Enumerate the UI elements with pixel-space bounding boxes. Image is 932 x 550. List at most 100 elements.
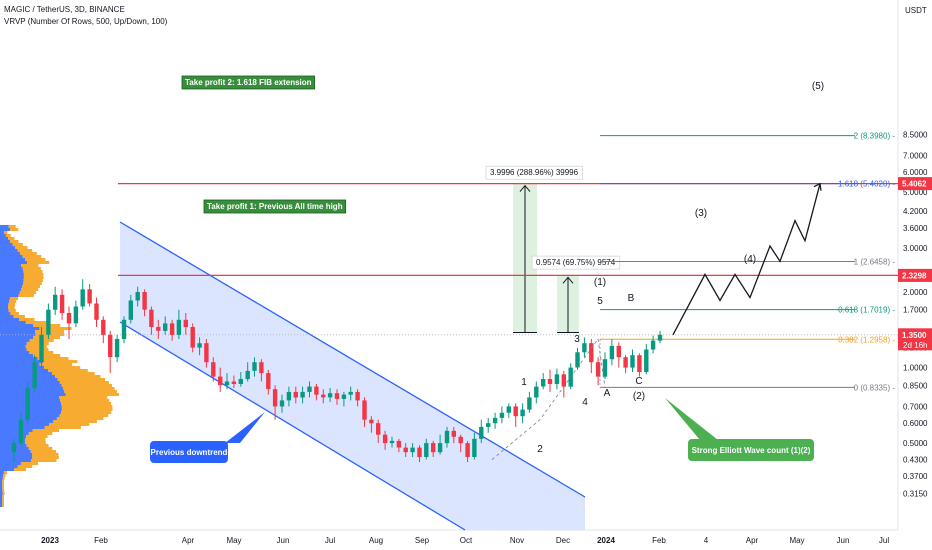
vrvp-bar-up bbox=[0, 483, 3, 486]
vrvp-bar-up bbox=[0, 234, 6, 237]
candle-body bbox=[300, 391, 305, 398]
price-badge bbox=[898, 328, 932, 351]
measure-arrowhead-tp1 bbox=[562, 276, 574, 284]
candle-body bbox=[204, 343, 209, 363]
vrvp-bar-down bbox=[60, 399, 110, 402]
vrvp-bar-down bbox=[25, 441, 46, 444]
vrvp-bar-down bbox=[26, 435, 48, 438]
measure-tools: 3.9996 (288.96%) 39996 0.9574 (69.75%) 95… bbox=[485, 165, 621, 333]
vrvp-bar-up bbox=[0, 318, 19, 321]
candle-body bbox=[18, 419, 24, 444]
candle-body bbox=[272, 389, 278, 407]
candle-body bbox=[527, 397, 532, 410]
time-tick-label: Nov bbox=[510, 536, 524, 545]
vrvp-bar-up bbox=[0, 492, 3, 495]
vrvp-bar-down bbox=[26, 348, 49, 351]
indicator-title: VRVP (Number Of Rows, 500, Up/Down, 100) bbox=[4, 17, 168, 26]
candle-body bbox=[472, 438, 477, 457]
vrvp-bar-down bbox=[25, 321, 47, 324]
vrvp-bar-down bbox=[9, 300, 17, 303]
wave-label: 5 bbox=[597, 296, 603, 307]
vrvp-bar-up bbox=[0, 453, 33, 456]
vrvp-bar-down bbox=[14, 468, 26, 471]
wave-label: 1 bbox=[521, 377, 527, 388]
vrvp-bar-up bbox=[0, 387, 63, 390]
vrvp-bar-up bbox=[0, 498, 3, 501]
vrvp-bar-up bbox=[0, 294, 19, 297]
candle-body bbox=[321, 394, 326, 398]
vrvp-bar-down bbox=[37, 357, 69, 360]
time-tick-label: Dec bbox=[556, 536, 570, 545]
candle-body bbox=[513, 406, 518, 417]
vrvp-bar-up bbox=[0, 378, 58, 381]
candle-body bbox=[224, 381, 230, 386]
vrvp-bar-down bbox=[3, 471, 8, 474]
time-tick-label: Jun bbox=[837, 536, 850, 545]
vrvp-bar-up bbox=[0, 237, 8, 240]
vrvp-bar-down bbox=[2, 498, 4, 501]
vrvp-bar-up bbox=[0, 375, 56, 378]
tp2-label: Take profit 2: 1.618 FIB extension bbox=[185, 78, 312, 87]
vrvp-bar-up bbox=[0, 252, 21, 255]
tp2-label-box bbox=[181, 75, 316, 90]
candle-body bbox=[80, 289, 85, 307]
vrvp-bar-up bbox=[0, 438, 25, 441]
candle-body bbox=[176, 319, 182, 335]
candle-body bbox=[25, 387, 30, 420]
vrvp-bar-up bbox=[0, 342, 27, 345]
vrvp-bar-down bbox=[2, 495, 4, 498]
measure-arrowhead-tp2 bbox=[519, 184, 531, 192]
candle-body bbox=[396, 440, 402, 448]
fib-label: 1 (2.6458) - bbox=[854, 257, 896, 266]
time-tick-label: Aug bbox=[369, 536, 383, 545]
vrvp-bar-up bbox=[0, 399, 61, 402]
vrvp-bar-down bbox=[21, 264, 39, 267]
vrvp-bar-down bbox=[20, 252, 37, 255]
vrvp-bar-up bbox=[0, 390, 65, 393]
candle-body bbox=[657, 334, 663, 341]
vrvp-bar-up bbox=[0, 303, 9, 306]
vrvp-bar-down bbox=[15, 246, 28, 249]
vrvp-bar-up bbox=[0, 309, 9, 312]
vrvp-bar-down bbox=[39, 327, 72, 330]
candle-body bbox=[11, 443, 17, 453]
vrvp-bar-down bbox=[32, 453, 59, 456]
candle-body bbox=[602, 359, 608, 377]
time-tick-label: May bbox=[789, 536, 804, 545]
vrvp-bar-down bbox=[8, 237, 15, 240]
elliott-callout-pointer bbox=[665, 398, 718, 440]
candle-body bbox=[362, 400, 367, 420]
elliott-callout-box bbox=[688, 439, 814, 461]
vrvp-bar-down bbox=[27, 261, 50, 264]
candle-body bbox=[197, 343, 202, 348]
vrvp-bar-up bbox=[0, 231, 5, 234]
price-tick-label: 1.7000 bbox=[903, 306, 928, 315]
vrvp-bar-up bbox=[0, 258, 25, 261]
vrvp-bar-up bbox=[0, 465, 18, 468]
vrvp-bar-down bbox=[59, 414, 109, 417]
vrvp-bar-up bbox=[0, 255, 23, 258]
vrvp-bar-down bbox=[26, 342, 49, 345]
candle-body bbox=[39, 334, 44, 363]
vrvp-bar-down bbox=[30, 450, 56, 453]
candle-body bbox=[541, 379, 546, 387]
candle-body bbox=[66, 313, 72, 324]
fib-label: 2 (8.3980) - bbox=[854, 132, 896, 141]
candle-body bbox=[73, 306, 79, 324]
vrvp-bar-down bbox=[32, 456, 59, 459]
vrvp-bar-down bbox=[31, 459, 57, 462]
vrvp-bar-down bbox=[18, 294, 34, 297]
candle-body bbox=[431, 443, 436, 453]
vrvp-bar-up bbox=[0, 276, 24, 279]
vrvp-bar-down bbox=[2, 486, 4, 489]
vrvp-bar-down bbox=[22, 255, 42, 258]
candle-body bbox=[369, 419, 374, 424]
tp1-label-box bbox=[203, 199, 347, 214]
vrvp-bar-up bbox=[0, 435, 27, 438]
price-badge-label: 2.3298 bbox=[902, 271, 927, 280]
candle-body bbox=[218, 376, 223, 386]
vrvp-bar-down bbox=[12, 243, 23, 246]
candle-body bbox=[403, 447, 408, 453]
